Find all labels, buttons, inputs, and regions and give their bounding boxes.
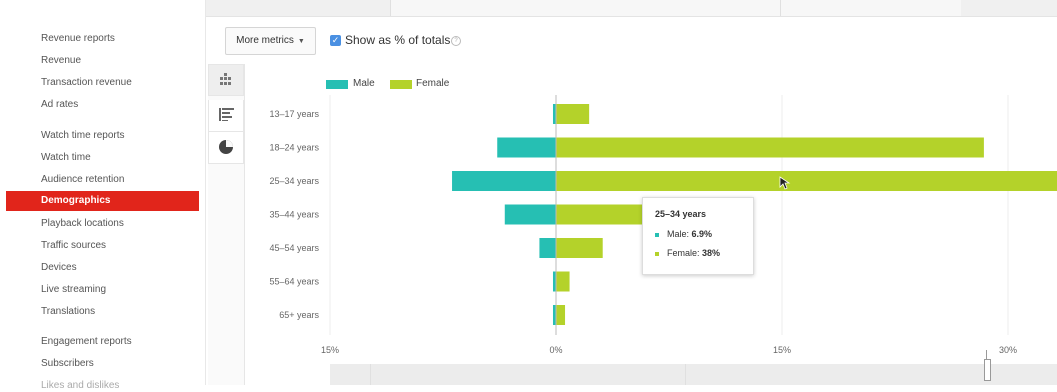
top-strip-segment: [780, 0, 961, 16]
male-bar: [539, 238, 556, 258]
tooltip-female-label: Female:: [667, 248, 703, 258]
male-bar: [552, 271, 556, 292]
range-handle[interactable]: [984, 359, 991, 381]
x-tick-label: 15%: [773, 345, 791, 355]
x-tick-label: 15%: [321, 345, 339, 355]
female-bar: [556, 104, 590, 124]
female-bar: [556, 271, 570, 292]
sidebar-item-ad-rates[interactable]: Ad rates: [41, 99, 79, 110]
x-tick-label: 0%: [549, 345, 562, 355]
sidebar-heading-engagement-reports[interactable]: Engagement reports: [41, 336, 132, 347]
male-bar: [552, 305, 556, 325]
list-chart-icon: [219, 108, 234, 121]
male-bar: [552, 104, 556, 124]
sidebar-item-devices[interactable]: Devices: [41, 262, 77, 273]
tooltip-title: 25–34 years: [655, 209, 707, 219]
age-label: 13–17 years: [269, 109, 319, 119]
more-metrics-label: More metrics: [236, 35, 294, 46]
report-sidebar: Revenue reports Revenue Transaction reve…: [0, 0, 206, 391]
sidebar-item-audience-retention[interactable]: Audience retention: [41, 174, 125, 185]
sidebar-item-playback-locations[interactable]: Playback locations: [41, 218, 124, 229]
range-handle-line: [986, 350, 987, 360]
age-label: 45–54 years: [269, 243, 319, 253]
tooltip-female-row: Female: 38%: [655, 248, 741, 258]
age-gender-bar-chart: 13–17 years 18–24 years 25–34 years 35–44 y…: [269, 95, 1057, 355]
chart-type-table-button[interactable]: [208, 100, 244, 132]
range-segment: [370, 364, 371, 385]
more-metrics-dropdown[interactable]: More metrics ▼: [225, 27, 316, 55]
help-icon[interactable]: ?: [451, 36, 461, 46]
range-segment: [685, 364, 686, 385]
sidebar-item-translations[interactable]: Translations: [41, 306, 96, 317]
age-label: 25–34 years: [269, 176, 319, 186]
tooltip-male-label: Male:: [667, 229, 692, 239]
sidebar-item-traffic-sources[interactable]: Traffic sources: [41, 240, 107, 251]
male-bar: [497, 137, 556, 158]
sidebar-heading-revenue-reports[interactable]: Revenue reports: [41, 33, 115, 44]
tooltip-female-dot: [655, 251, 659, 256]
range-scrollbar[interactable]: [330, 364, 1057, 385]
female-bar: [556, 171, 1057, 191]
age-label: 55–64 years: [269, 277, 319, 287]
male-bar: [504, 204, 556, 225]
sidebar-item-likes-and-dislikes[interactable]: Likes and dislikes: [41, 380, 120, 391]
legend-female-label: Female: [416, 78, 450, 89]
female-bar: [556, 238, 603, 258]
top-strip-segment: [390, 0, 781, 16]
chart-type-pie-button[interactable]: [208, 132, 244, 164]
tooltip-male-value: 6.9%: [691, 229, 713, 239]
caret-down-icon: ▼: [297, 38, 305, 45]
female-bar: [556, 305, 566, 325]
sidebar-heading-watch-time-reports[interactable]: Watch time reports: [41, 130, 125, 141]
female-bar: [556, 137, 984, 158]
sidebar-item-live-streaming[interactable]: Live streaming: [41, 284, 107, 295]
bar-tooltip: 25–34 years Male: 6.9% Female: 38%: [642, 197, 754, 275]
legend-male-label: Male: [353, 78, 375, 89]
pie-chart-icon: [219, 140, 233, 154]
age-label: 35–44 years: [269, 210, 319, 220]
dots-chart-icon: [220, 73, 231, 85]
male-bar: [452, 171, 556, 191]
x-tick-label: 30%: [999, 345, 1017, 355]
top-tab-strip: [205, 0, 1057, 17]
sidebar-item-demographics[interactable]: Demographics: [6, 191, 199, 211]
chart-type-bar-button[interactable]: [208, 64, 244, 96]
tooltip-male-dot: [655, 232, 659, 237]
sidebar-item-transaction-revenue[interactable]: Transaction revenue: [41, 77, 132, 88]
legend-male-swatch: [326, 80, 348, 89]
sidebar-item-watch-time[interactable]: Watch time: [41, 152, 91, 163]
tooltip-male-row: Male: 6.9%: [655, 229, 741, 239]
mouse-pointer-icon: [779, 176, 791, 190]
tooltip-female-value: 38%: [702, 248, 721, 258]
sidebar-item-revenue[interactable]: Revenue: [41, 55, 82, 66]
age-label: 65+ years: [279, 310, 319, 320]
age-label: 18–24 years: [269, 143, 319, 153]
show-percent-label[interactable]: Show as % of totals: [345, 33, 451, 47]
legend-female-swatch: [390, 80, 412, 89]
show-percent-checkbox[interactable]: ✓: [330, 35, 341, 46]
sidebar-item-subscribers[interactable]: Subscribers: [41, 358, 94, 369]
